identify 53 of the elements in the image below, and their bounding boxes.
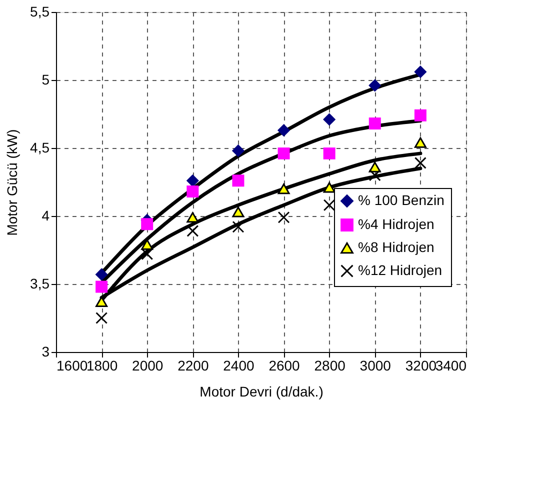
point	[96, 312, 108, 324]
point	[323, 182, 336, 193]
point	[232, 174, 244, 187]
point	[96, 296, 108, 307]
x-tick-label: 3400	[435, 358, 467, 374]
point	[141, 248, 154, 260]
y-tick-label: 4	[42, 208, 50, 224]
point	[186, 212, 199, 223]
y-tick-label: 3	[42, 344, 50, 360]
point	[323, 147, 336, 160]
x-axis-title: Motor Devri (d/dak.)	[200, 384, 324, 400]
point	[414, 156, 426, 169]
x-tick-label: 3200	[405, 358, 437, 374]
point	[232, 206, 244, 218]
point	[278, 184, 290, 194]
legend-label: %12 Hidrojen	[358, 262, 442, 278]
x-tick-label: 2200	[178, 358, 209, 374]
y-tick-label: 5	[42, 72, 50, 88]
x-tick-label: 2800	[314, 358, 346, 374]
point	[232, 220, 244, 233]
x-tick-label: 1600	[56, 358, 88, 374]
point	[141, 239, 154, 250]
x-tick-label: 2000	[132, 358, 164, 374]
point	[414, 66, 426, 78]
y-axis-title: Motor Gücü (kW)	[4, 129, 20, 236]
x-tick-label: 3000	[360, 358, 392, 374]
point	[414, 137, 426, 148]
legend-label: %4 Hidrojen	[358, 216, 434, 232]
legend-label: % 100 Benzin	[358, 192, 444, 208]
x-tick-label: 1800	[86, 358, 118, 374]
point	[186, 174, 199, 187]
point	[323, 113, 336, 126]
point	[368, 79, 381, 92]
legend-label: %8 Hidrojen	[358, 239, 434, 255]
point	[368, 169, 381, 182]
point	[186, 224, 199, 237]
y-tick-label: 3,5	[30, 276, 50, 292]
point	[368, 162, 381, 172]
point	[278, 147, 290, 160]
point	[96, 268, 108, 280]
point	[368, 118, 381, 130]
point	[96, 280, 108, 293]
x-tick-label: 2400	[223, 358, 255, 374]
x-tick-label: 2600	[268, 358, 300, 374]
point	[232, 144, 244, 157]
y-tick-label: 4,5	[30, 140, 50, 156]
y-tick-label: 5,5	[30, 4, 50, 20]
point	[141, 218, 154, 230]
point	[323, 199, 336, 212]
point	[278, 211, 290, 224]
point	[278, 124, 290, 136]
point	[186, 186, 199, 198]
point	[414, 109, 426, 122]
